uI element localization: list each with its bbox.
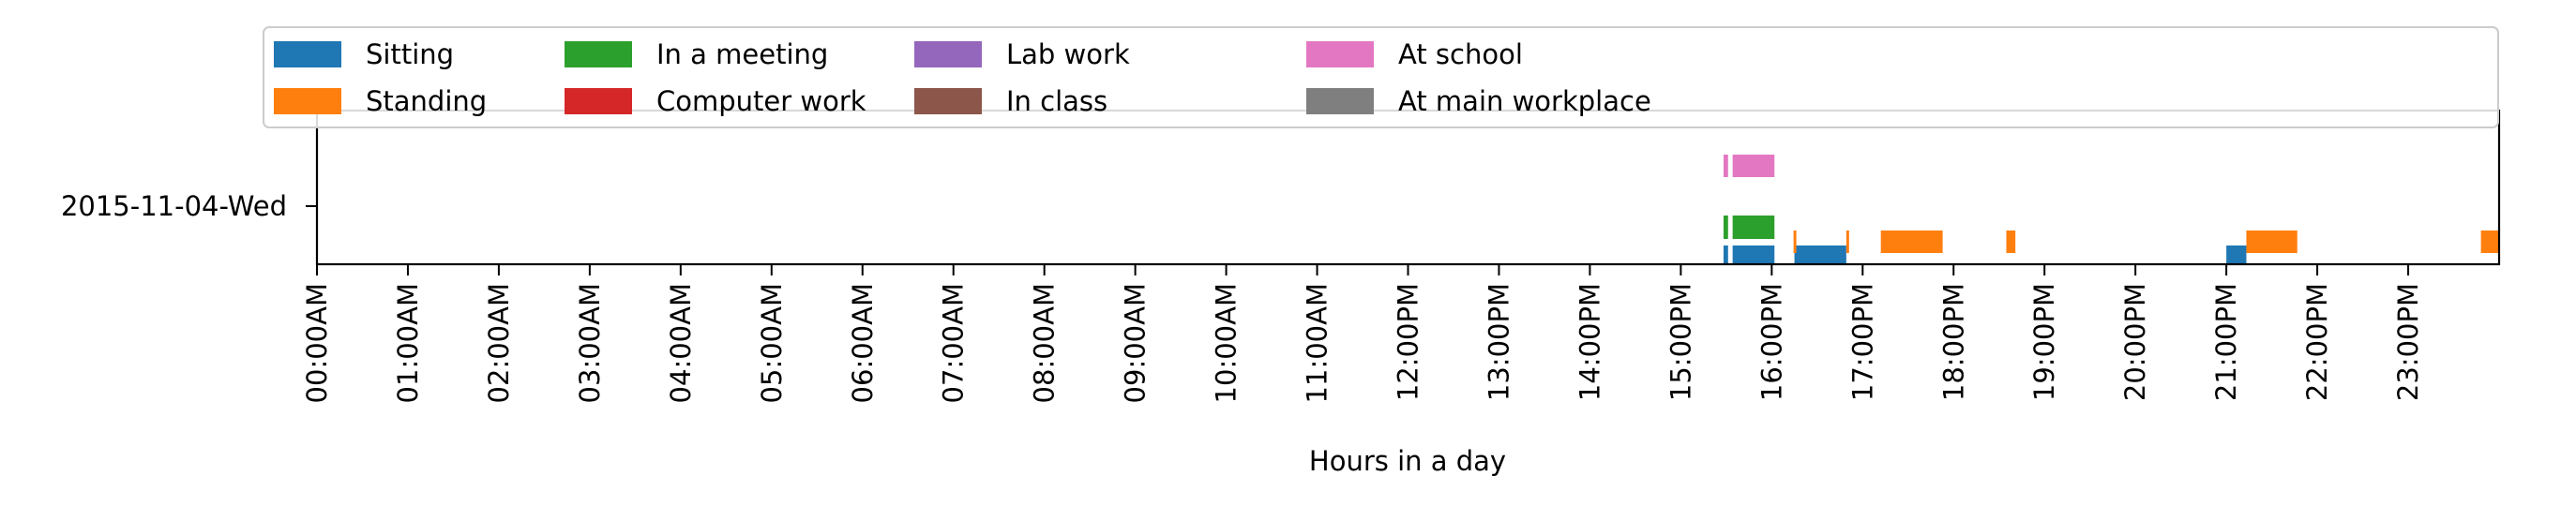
- x-tick-label: 21:00PM: [2210, 283, 2242, 401]
- legend-frame: [263, 26, 2499, 128]
- legend-swatch: [914, 41, 982, 67]
- x-tick-label: 13:00PM: [1483, 283, 1514, 401]
- bar-sitting: [1723, 246, 1728, 264]
- x-tick-label: 00:00AM: [301, 283, 333, 403]
- x-tick-label: 15:00PM: [1665, 283, 1696, 401]
- legend-label: At main workplace: [1398, 85, 1651, 117]
- plot-frame: [315, 109, 2501, 266]
- bar-standing: [1845, 231, 1849, 253]
- x-tick-label: 05:00AM: [756, 283, 788, 403]
- x-tick-label: 20:00PM: [2119, 283, 2151, 401]
- legend-label: In class: [1006, 85, 1107, 117]
- x-tick-label: 01:00AM: [392, 283, 424, 403]
- x-tick-label: 06:00AM: [847, 283, 879, 403]
- bar-in-a-meeting: [1732, 216, 1775, 239]
- bar-sitting: [1794, 246, 1846, 264]
- x-tick-label: 19:00PM: [2028, 283, 2060, 401]
- x-tick-label: 23:00PM: [2392, 283, 2424, 401]
- x-tick-label: 08:00AM: [1029, 283, 1061, 403]
- y-tick-label: 2015-11-04-Wed: [61, 190, 287, 222]
- legend-swatch: [274, 88, 341, 114]
- legend: Sitting Standing In a meeting Computer work…: [263, 26, 2499, 128]
- legend-swatch: [274, 41, 341, 67]
- x-tick-label: 22:00PM: [2301, 283, 2333, 401]
- legend-swatch: [1306, 88, 1374, 114]
- legend-swatch: [565, 41, 632, 67]
- x-tick-label: 04:00AM: [665, 283, 697, 403]
- x-tick-label: 18:00PM: [1937, 283, 1969, 401]
- bar-standing: [2246, 231, 2297, 253]
- x-tick-label: 10:00AM: [1211, 283, 1243, 403]
- x-axis: 00:00AM 01:00AM 02:00AM 03:00AM 04:00AM 05:00…: [301, 264, 2424, 403]
- legend-label: At school: [1398, 38, 1523, 70]
- x-tick-label: 07:00AM: [938, 283, 970, 403]
- bar-standing: [1880, 231, 1943, 253]
- legend-label: Lab work: [1006, 38, 1130, 70]
- legend-swatch: [914, 88, 982, 114]
- legend-swatch: [565, 88, 632, 114]
- bar-standing: [2006, 231, 2016, 253]
- bar-at-school: [1723, 155, 1728, 177]
- x-tick-label: 09:00AM: [1120, 283, 1152, 403]
- bar-sitting: [2226, 246, 2247, 264]
- bar-at-school: [1732, 155, 1775, 177]
- x-tick-label: 11:00AM: [1302, 283, 1333, 403]
- legend-label: Standing: [366, 85, 487, 117]
- bar-sitting: [1732, 246, 1775, 264]
- activity-bars: [1723, 155, 2499, 264]
- x-tick-label: 03:00AM: [574, 283, 606, 403]
- x-tick-label: 17:00PM: [1846, 283, 1878, 401]
- bar-standing: [2480, 231, 2499, 253]
- x-tick-label: 02:00AM: [483, 283, 515, 403]
- bar-in-a-meeting: [1723, 216, 1728, 239]
- x-axis-label: Hours in a day: [1309, 445, 1506, 477]
- bar-standing: [1793, 231, 1797, 253]
- x-tick-label: 12:00PM: [1393, 283, 1424, 401]
- x-tick-label: 16:00PM: [1755, 283, 1787, 401]
- legend-label: Computer work: [656, 85, 866, 117]
- legend-label: Sitting: [366, 38, 454, 70]
- x-tick-label: 14:00PM: [1574, 283, 1605, 401]
- legend-label: In a meeting: [656, 38, 828, 70]
- legend-swatch: [1306, 41, 1374, 67]
